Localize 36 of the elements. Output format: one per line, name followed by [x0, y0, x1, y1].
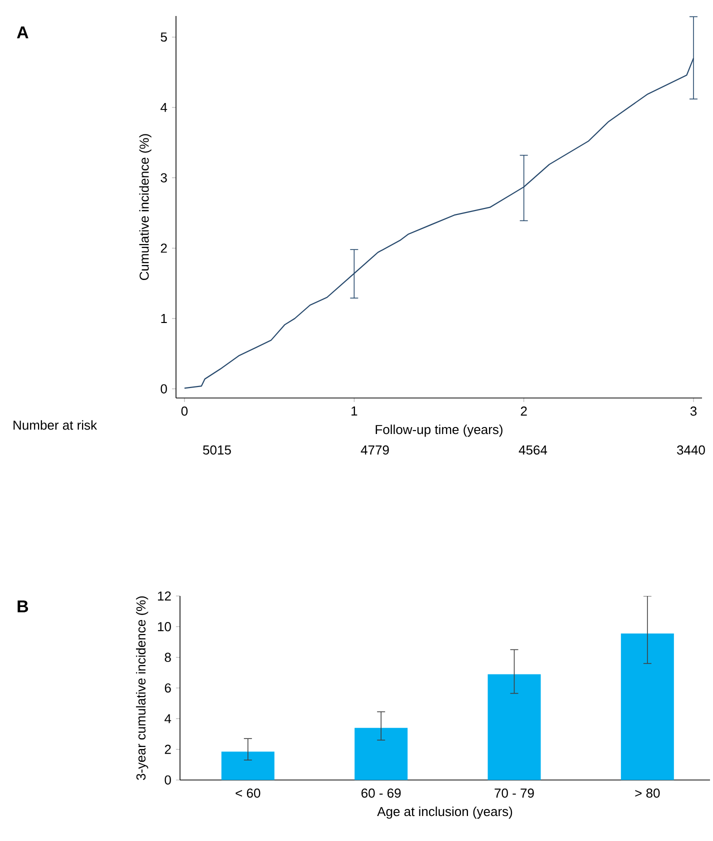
x-axis-title: Follow-up time (years): [376, 424, 502, 437]
text: Number at risk: [14, 420, 98, 430]
y-tick-label: 10: [158, 622, 171, 632]
y-tick-label: 8: [164, 652, 171, 662]
x-tick-label: 3: [690, 406, 697, 416]
text: 4779: [360, 445, 389, 455]
x-tick-label: 1: [352, 406, 358, 416]
x-tick-label: 2: [520, 406, 527, 416]
y-tick-label: 0: [164, 775, 171, 785]
y-tick-label: 3: [160, 173, 167, 182]
text: A: [16, 26, 28, 38]
x-tick-label: 0: [181, 406, 188, 416]
text: 5015: [203, 445, 231, 455]
y-tick-label: 6: [164, 683, 171, 693]
y-tick-label: 4: [160, 102, 168, 112]
text: B: [18, 600, 28, 612]
x-tick-label: < 60: [236, 788, 260, 798]
y-tick-label: 1: [161, 314, 167, 323]
y-axis-title: Cumulative incidence (%): [139, 134, 152, 280]
y-axis-title: 3-year cumulative incidence (%): [136, 596, 148, 780]
x-tick-label: 60 - 69: [362, 788, 401, 798]
bar: [620, 634, 674, 780]
y-tick-label: 2: [164, 744, 171, 754]
bar: [221, 752, 274, 780]
text: 4564: [518, 445, 548, 455]
y-tick-label: 0: [160, 384, 167, 394]
x-axis-title: Age at inclusion (years): [377, 806, 512, 819]
y-tick-label: 2: [160, 244, 167, 253]
bar: [488, 674, 541, 780]
text: 3440: [677, 445, 705, 455]
y-tick-label: 5: [160, 32, 167, 42]
x-tick-label: 70 - 79: [494, 788, 534, 798]
x-tick-label: > 80: [635, 788, 660, 798]
y-tick-label: 12: [158, 591, 171, 601]
y-tick-label: 4: [164, 714, 172, 724]
bar: [354, 728, 408, 780]
